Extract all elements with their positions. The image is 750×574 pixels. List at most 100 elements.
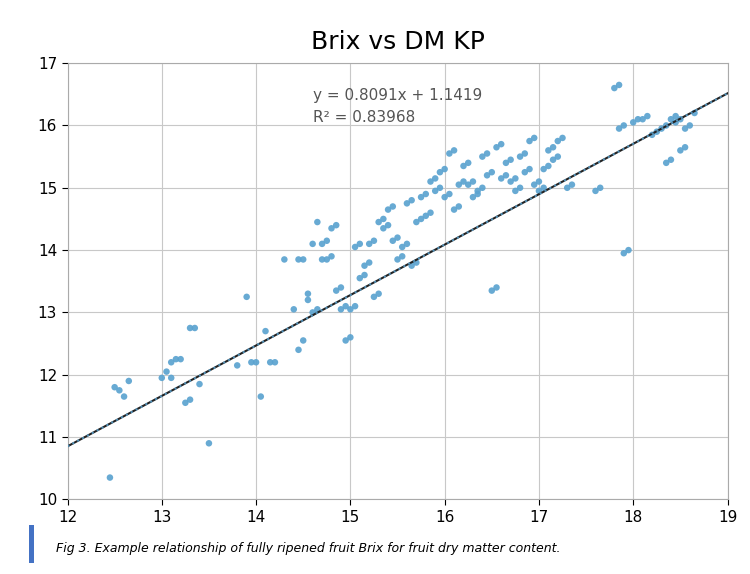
Point xyxy=(316,255,328,264)
Point xyxy=(505,177,517,186)
Point xyxy=(231,361,243,370)
Point xyxy=(443,149,455,158)
Point xyxy=(542,146,554,155)
Point xyxy=(646,130,658,139)
Point xyxy=(458,161,470,170)
Point xyxy=(552,152,564,161)
Point xyxy=(382,220,394,230)
Point xyxy=(406,261,418,270)
Point xyxy=(368,236,380,245)
Point xyxy=(665,115,677,124)
Point xyxy=(472,189,484,199)
Point xyxy=(660,121,672,130)
Point xyxy=(401,239,413,249)
Point xyxy=(660,158,672,168)
Point xyxy=(321,255,333,264)
Point xyxy=(335,283,347,292)
Point xyxy=(104,473,116,482)
Point xyxy=(269,358,281,367)
Point xyxy=(184,395,196,404)
Point xyxy=(547,155,559,164)
Point xyxy=(618,249,630,258)
Point xyxy=(118,392,130,401)
Point xyxy=(179,398,191,408)
Point xyxy=(429,187,441,196)
Point xyxy=(679,124,691,133)
Point xyxy=(292,345,304,354)
Point xyxy=(424,208,436,218)
Point xyxy=(410,218,422,227)
Point xyxy=(552,137,564,146)
Point xyxy=(377,224,389,233)
Point xyxy=(434,183,446,192)
Point xyxy=(453,202,465,211)
Point xyxy=(533,177,545,186)
Point xyxy=(420,189,432,199)
Point xyxy=(330,220,342,230)
Point xyxy=(349,301,361,311)
Text: Fig 3. Example relationship of fully ripened fruit Brix for fruit dry matter con: Fig 3. Example relationship of fully rip… xyxy=(56,542,561,554)
Point xyxy=(420,211,432,220)
Point xyxy=(476,183,488,192)
Point xyxy=(674,115,686,124)
Point xyxy=(618,121,630,130)
Point xyxy=(424,177,436,186)
Point xyxy=(566,180,578,189)
Point xyxy=(113,386,125,395)
Point xyxy=(462,180,474,189)
Point xyxy=(439,192,451,201)
Point xyxy=(467,177,479,186)
Point xyxy=(326,224,338,233)
Point xyxy=(472,187,484,196)
Point xyxy=(382,205,394,214)
Point xyxy=(519,149,531,158)
Point xyxy=(542,161,554,170)
Point xyxy=(679,143,691,152)
Point xyxy=(519,168,531,177)
Point xyxy=(373,218,385,227)
Point xyxy=(156,373,168,382)
Point xyxy=(368,292,380,301)
Point xyxy=(415,192,427,201)
Point xyxy=(311,218,323,227)
Point xyxy=(528,133,540,142)
Point xyxy=(123,377,135,386)
Point xyxy=(613,80,625,90)
Point xyxy=(109,383,121,392)
Point xyxy=(184,323,196,332)
Point xyxy=(260,327,272,336)
Point xyxy=(538,165,550,174)
Point xyxy=(406,196,418,205)
Point xyxy=(448,146,460,155)
Point xyxy=(670,118,682,127)
Point xyxy=(670,111,682,121)
Point xyxy=(490,143,502,152)
Point xyxy=(674,146,686,155)
Point xyxy=(170,355,182,364)
Point xyxy=(622,246,634,255)
Text: y = 0.8091x + 1.1419: y = 0.8091x + 1.1419 xyxy=(313,88,482,103)
Point xyxy=(495,174,507,183)
Point xyxy=(462,158,474,168)
Point xyxy=(245,358,257,367)
Point xyxy=(363,239,375,249)
Point xyxy=(476,152,488,161)
Point xyxy=(590,187,602,196)
Point xyxy=(392,233,404,242)
Point xyxy=(514,183,526,192)
Point xyxy=(528,180,540,189)
Point xyxy=(377,214,389,223)
Point xyxy=(194,379,206,389)
Point xyxy=(509,187,521,196)
Point xyxy=(302,289,314,298)
Point xyxy=(547,143,559,152)
Point xyxy=(594,183,606,192)
Point xyxy=(292,255,304,264)
Point xyxy=(392,255,404,264)
Point xyxy=(481,149,493,158)
Point xyxy=(453,180,465,189)
Point xyxy=(189,323,201,332)
Point xyxy=(556,133,568,142)
Point xyxy=(165,373,177,382)
Point xyxy=(415,214,427,223)
